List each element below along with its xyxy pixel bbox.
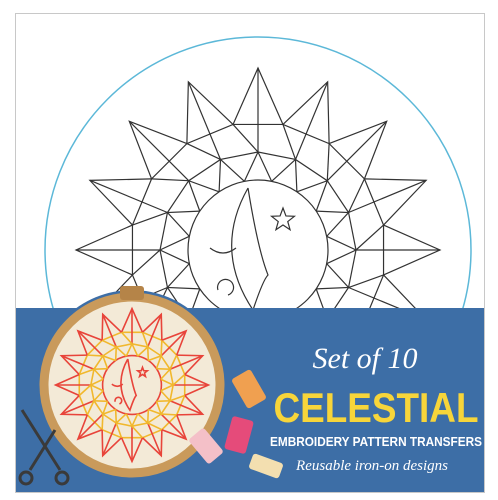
sun-facet [87,355,103,356]
sun-facet [102,414,103,430]
page: Set of 10 CELESTIAL EMBROIDERY PATTERN T… [0,0,498,500]
sun-facet [161,340,162,356]
kicker: Set of 10 [313,342,418,375]
title: CELESTIAL [274,384,479,431]
sun-facet [161,414,177,415]
tagline: Reusable iron-on designs [295,458,448,474]
subtitle: EMBROIDERY PATTERN TRANSFERS [270,434,482,449]
hoop-screw [120,286,144,300]
product-image: Set of 10 CELESTIAL EMBROIDERY PATTERN T… [0,0,498,500]
